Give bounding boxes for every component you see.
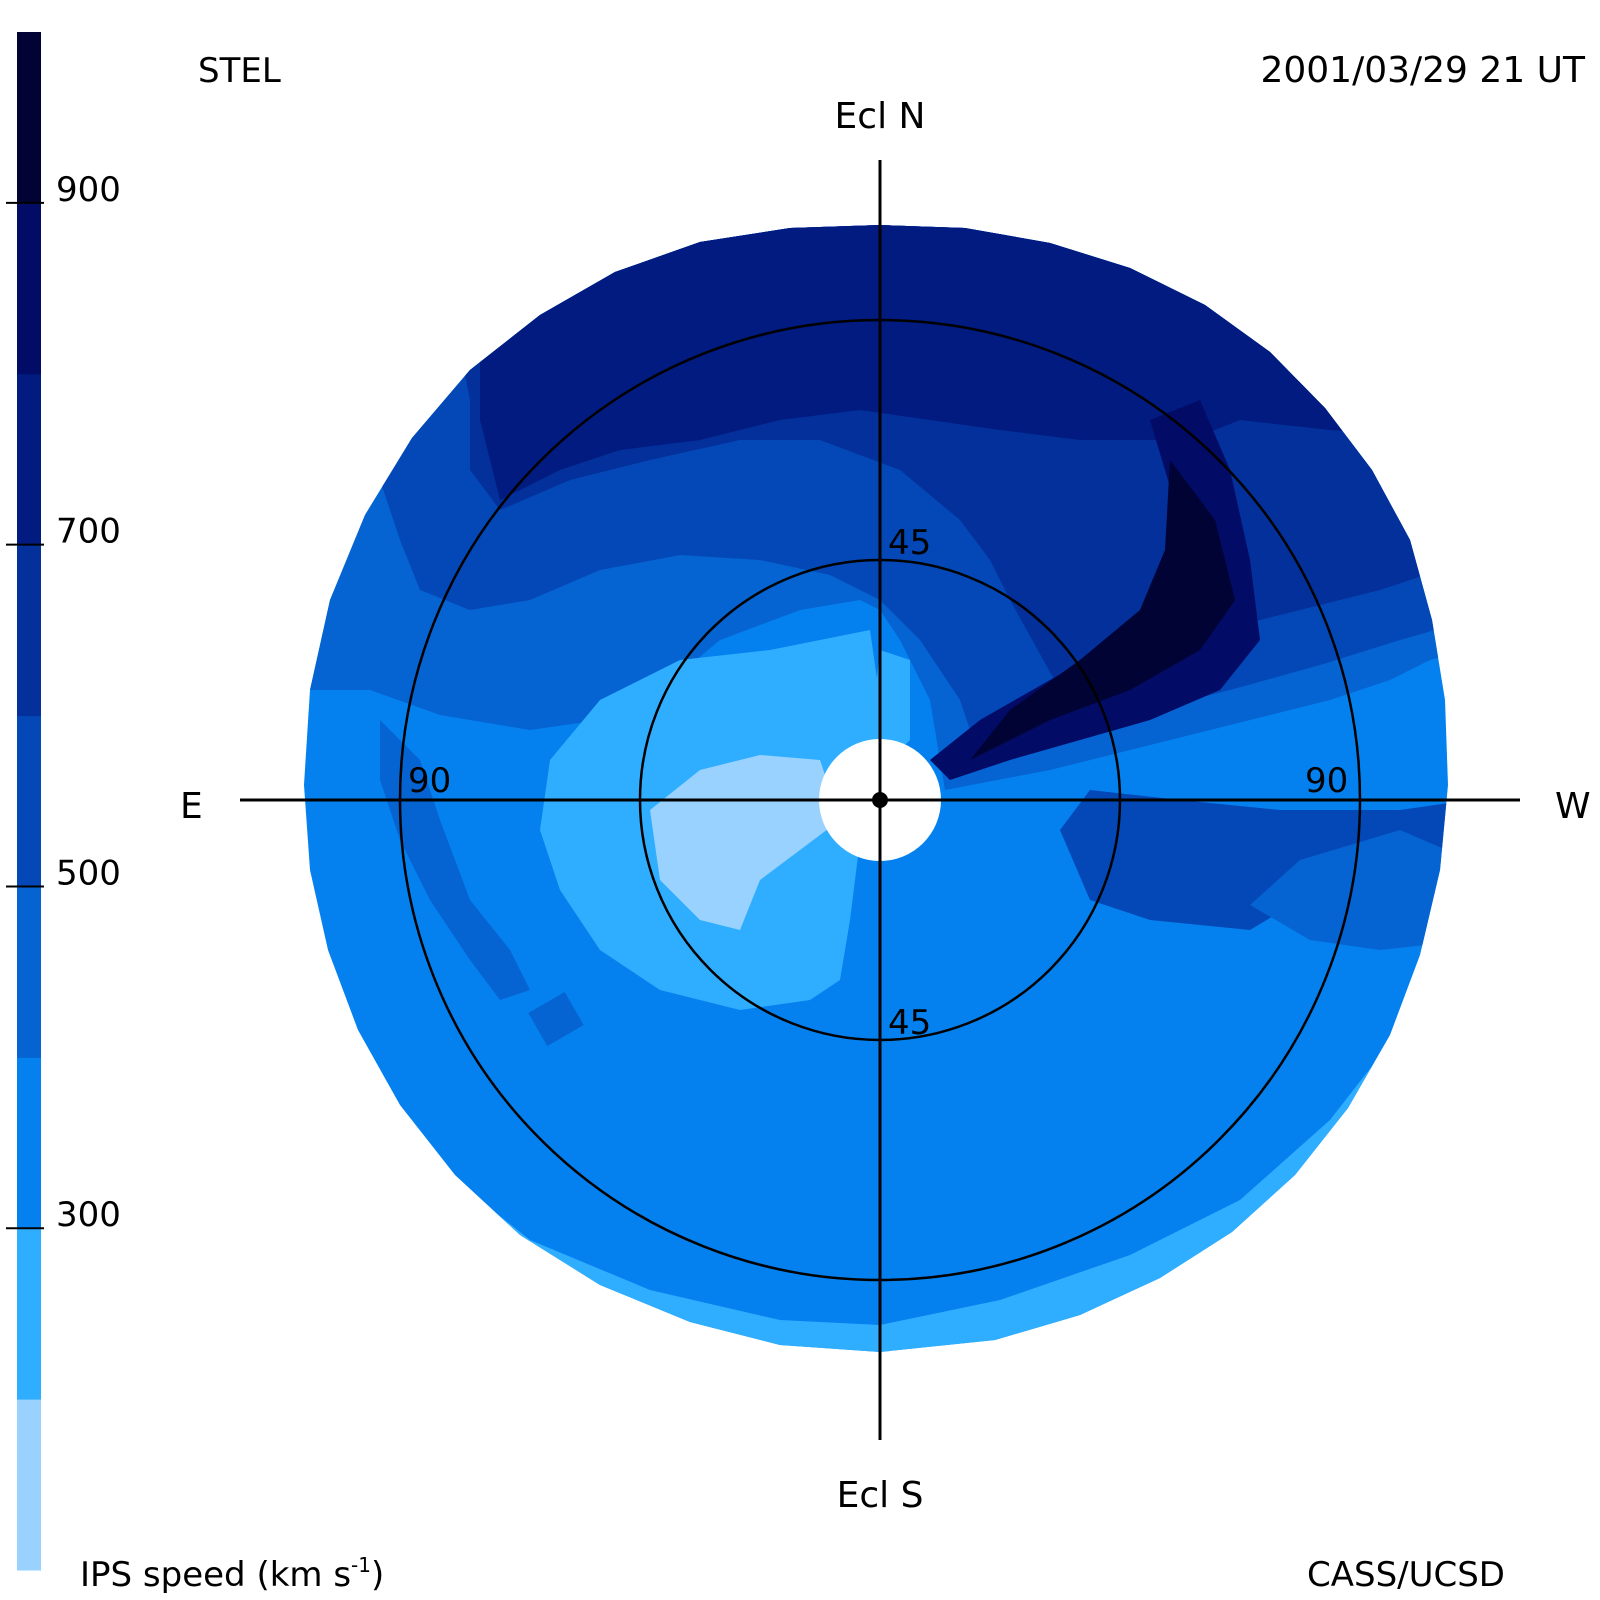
- colorbar-band-200-300: [17, 1228, 41, 1400]
- colorbar-band-800-900: [17, 202, 41, 375]
- footer-right-label: CASS/UCSD: [1307, 1555, 1505, 1595]
- ring-label-outer-left: 90: [408, 761, 451, 801]
- band-400-500-patch: [528, 992, 584, 1046]
- header-left-label: STEL: [198, 51, 281, 91]
- compass-east-label: E: [180, 786, 203, 827]
- compass-south-label: Ecl S: [837, 1475, 924, 1516]
- band-400-500-west: [1250, 830, 1448, 950]
- colorbar-tick-label-300: 300: [56, 1195, 121, 1235]
- band-400-500-east: [380, 720, 530, 1000]
- speed-colorbar: 900 700 500 300: [6, 32, 121, 1571]
- colorbar-band-500-600: [17, 715, 41, 887]
- colorbar-band-300-400: [17, 1057, 41, 1229]
- compass-west-label: W: [1555, 786, 1591, 827]
- colorbar-band-400-500: [17, 886, 41, 1058]
- band-500-600-west: [1060, 790, 1448, 930]
- ring-label-outer-right: 90: [1305, 761, 1348, 801]
- colorbar-band-100-200: [17, 1399, 41, 1571]
- ring-label-inner-top: 45: [888, 523, 931, 563]
- band-900-1000: [970, 460, 1235, 760]
- colorbar-tick-label-700: 700: [56, 512, 121, 552]
- colorbar-tick-label-900: 900: [56, 170, 121, 210]
- colorbar-band-600-700: [17, 544, 41, 717]
- sun-center-dot: [872, 792, 888, 808]
- compass-north-label: Ecl N: [835, 96, 926, 137]
- ring-label-inner-bottom: 45: [888, 1003, 931, 1043]
- colorbar-band-700-800: [17, 373, 41, 546]
- speed-map-disk: [304, 225, 1448, 1352]
- header-right-label: 2001/03/29 21 UT: [1260, 50, 1586, 91]
- colorbar-title: IPS speed (km s-1): [80, 1553, 384, 1595]
- colorbar-tick-label-500: 500: [56, 853, 121, 893]
- colorbar-band-900-1000: [17, 32, 41, 204]
